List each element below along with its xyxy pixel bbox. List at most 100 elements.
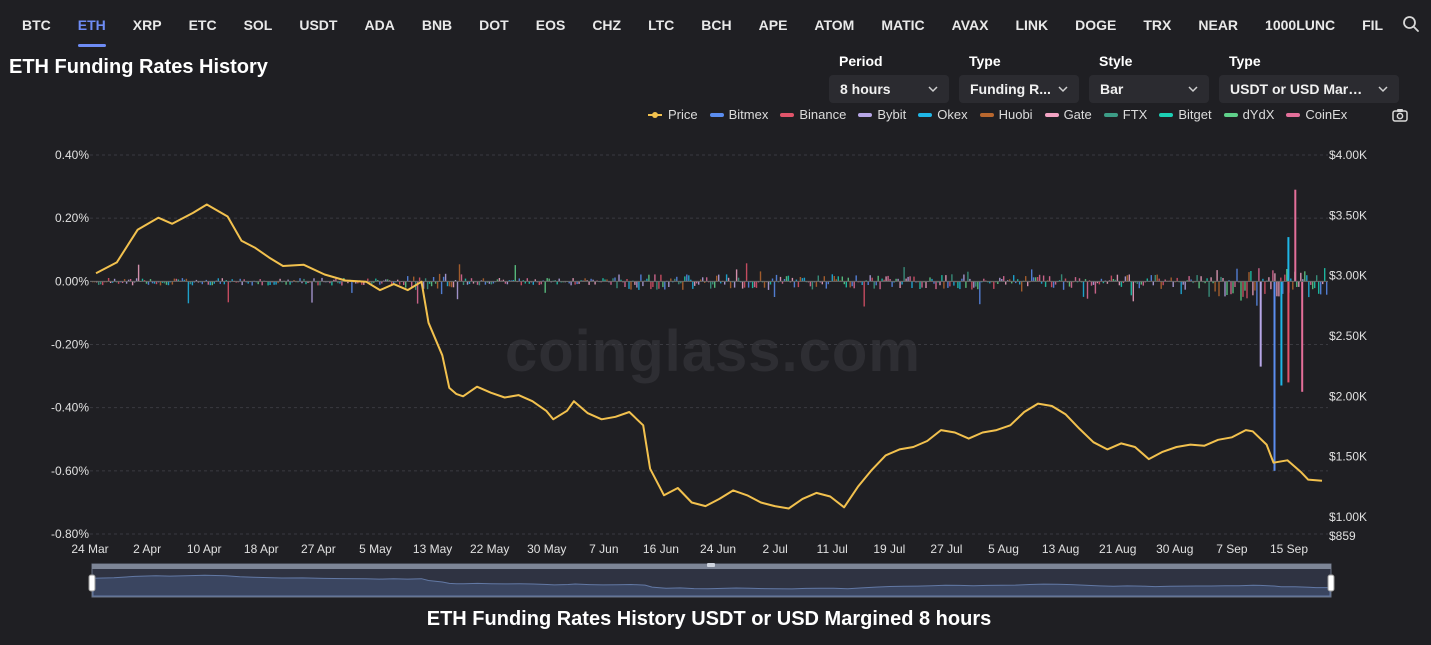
funding-bar <box>901 281 903 285</box>
funding-bar <box>1162 281 1164 286</box>
tab-fil[interactable]: FIL <box>1362 17 1384 33</box>
funding-bar <box>430 281 433 287</box>
tab-avax[interactable]: AVAX <box>951 17 989 33</box>
tab-doge[interactable]: DOGE <box>1075 17 1117 33</box>
funding-bar <box>584 278 586 282</box>
funding-bar <box>241 281 243 286</box>
tab-bnb[interactable]: BNB <box>421 17 453 33</box>
legend-item-bitmex[interactable]: Bitmex <box>709 107 768 122</box>
tab-etc[interactable]: ETC <box>188 17 217 33</box>
funding-bar <box>1040 281 1043 284</box>
search-icon[interactable] <box>1401 14 1421 34</box>
funding-bar <box>847 277 849 282</box>
funding-bar <box>235 281 237 283</box>
funding-bar <box>329 281 331 284</box>
funding-bar <box>1009 279 1011 282</box>
tab-1000lunc[interactable]: 1000LUNC <box>1265 17 1336 33</box>
legend-item-huobi[interactable]: Huobi <box>979 107 1033 122</box>
funding-bar <box>514 265 516 282</box>
tab-ape[interactable]: APE <box>758 17 788 33</box>
funding-bar <box>650 281 652 290</box>
funding-bar <box>692 281 694 289</box>
tab-matic[interactable]: MATIC <box>881 17 925 33</box>
funding-bar <box>1206 278 1208 282</box>
funding-bar <box>773 281 776 297</box>
funding-bar <box>311 281 313 303</box>
range-navigator[interactable] <box>88 563 1335 598</box>
funding-bar <box>943 281 945 289</box>
legend-item-price[interactable]: Price <box>648 107 698 122</box>
y-left-tick-label: -0.60% <box>51 464 89 478</box>
funding-spike-bar <box>1294 189 1297 282</box>
tab-bch[interactable]: BCH <box>701 17 732 33</box>
funding-bar <box>883 279 885 282</box>
funding-bar <box>979 281 981 305</box>
funding-bar <box>422 281 425 289</box>
legend-item-binance[interactable]: Binance <box>780 107 846 122</box>
funding-bar <box>1146 278 1148 282</box>
funding-bar <box>1118 281 1121 286</box>
tab-eth[interactable]: ETH <box>77 0 106 48</box>
funding-bar <box>895 278 897 282</box>
x-tick-label: 22 May <box>470 542 509 556</box>
funding-bar <box>724 281 726 285</box>
tab-eos[interactable]: EOS <box>535 17 566 33</box>
funding-bar <box>827 281 829 285</box>
funding-bar <box>496 279 499 282</box>
margin-type-select[interactable]: USDT or USD Margi... <box>1219 75 1399 103</box>
tab-dot[interactable]: DOT <box>479 17 509 33</box>
legend-item-okex[interactable]: Okex <box>918 107 968 122</box>
tab-chz[interactable]: CHZ <box>592 17 622 33</box>
legend-item-bitget[interactable]: Bitget <box>1159 107 1212 122</box>
navigator-right-handle[interactable] <box>1327 574 1335 592</box>
period-select[interactable]: 8 hours <box>829 75 949 103</box>
funding-bar <box>111 281 114 283</box>
navigator-drag-handle[interactable] <box>707 563 715 567</box>
tab-sol[interactable]: SOL <box>243 17 273 33</box>
tab-atom[interactable]: ATOM <box>814 17 855 33</box>
type-select[interactable]: Funding R... <box>959 75 1079 103</box>
tab-near[interactable]: NEAR <box>1198 17 1239 33</box>
funding-bar <box>534 279 536 282</box>
legend-item-bybit[interactable]: Bybit <box>858 107 906 122</box>
funding-bar <box>1160 281 1162 289</box>
margin-type-label: Type <box>1229 53 1261 69</box>
funding-bar <box>1218 281 1220 297</box>
funding-bar <box>1316 275 1318 282</box>
tab-ltc[interactable]: LTC <box>648 17 675 33</box>
x-tick-label: 13 May <box>413 542 452 556</box>
funding-bar <box>891 281 893 287</box>
legend-item-dydx[interactable]: dYdX <box>1223 107 1274 122</box>
funding-bar <box>375 278 377 282</box>
style-select[interactable]: Bar <box>1089 75 1209 103</box>
funding-bar <box>373 281 375 283</box>
funding-bar <box>1216 270 1218 282</box>
legend-item-coinex[interactable]: CoinEx <box>1286 107 1347 122</box>
tab-link[interactable]: LINK <box>1015 17 1049 33</box>
funding-bar <box>658 281 660 289</box>
funding-bar <box>143 280 146 282</box>
funding-bar <box>107 278 110 282</box>
funding-bar <box>755 281 758 288</box>
tab-ada[interactable]: ADA <box>364 17 395 33</box>
navigator-price-line <box>92 574 1331 597</box>
tab-trx[interactable]: TRX <box>1143 17 1172 33</box>
camera-icon[interactable] <box>1391 106 1409 124</box>
funding-bar <box>321 277 323 282</box>
funding-spike-bar <box>1287 237 1290 282</box>
funding-bar <box>1054 281 1057 285</box>
navigator-left-handle[interactable] <box>88 574 96 592</box>
legend-item-ftx[interactable]: FTX <box>1103 107 1147 122</box>
funding-bar <box>377 280 379 282</box>
legend-label: Gate <box>1063 107 1092 122</box>
funding-bar <box>652 281 654 287</box>
funding-bar <box>1280 277 1282 282</box>
funding-bar <box>185 278 188 282</box>
tab-usdt[interactable]: USDT <box>299 17 338 33</box>
funding-bar <box>285 281 287 285</box>
tab-xrp[interactable]: XRP <box>132 17 162 33</box>
funding-bar <box>1124 276 1127 282</box>
funding-bar <box>341 281 343 286</box>
legend-item-gate[interactable]: Gate <box>1044 107 1092 122</box>
tab-btc[interactable]: BTC <box>22 17 51 33</box>
